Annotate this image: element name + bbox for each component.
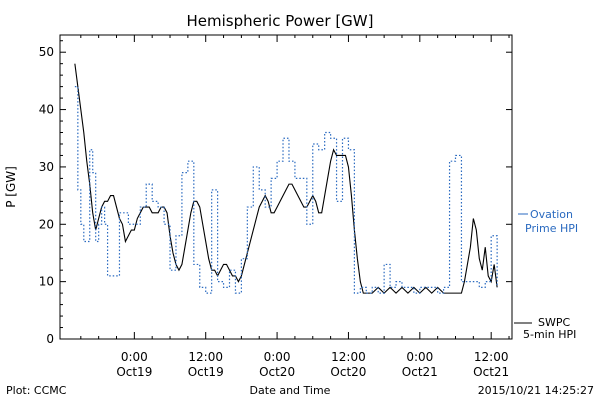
x-tick-date: Oct21 [402, 365, 438, 379]
chart-title: Hemispheric Power [GW] [187, 12, 374, 30]
x-tick-date: Oct20 [330, 365, 366, 379]
legend-ovation-label-2: Prime HPI [525, 222, 578, 235]
series-ovation-prime-line [74, 86, 498, 294]
x-tick-date: Oct21 [473, 365, 509, 379]
x-tick-time: 0:00 [406, 350, 433, 364]
legend-ovation-label-1: Ovation [530, 208, 573, 221]
x-tick-time: 12:00 [188, 350, 223, 364]
y-tick-label: 20 [39, 217, 54, 231]
legend-swpc-label-2: 5-min HPI [523, 328, 576, 341]
y-axis-ticks: 0 10 20 30 40 50 [39, 40, 512, 346]
series-swpc-line [74, 63, 498, 294]
x-tick-time: 0:00 [121, 350, 148, 364]
y-tick-label: 0 [46, 332, 54, 346]
legend-swpc-label-1: SWPC [538, 316, 570, 329]
x-tick-date: Oct20 [259, 365, 295, 379]
x-tick-time: 0:00 [264, 350, 291, 364]
y-tick-label: 30 [39, 160, 54, 174]
plot-frame [59, 34, 513, 340]
legend: Ovation Prime HPI SWPC 5-min HPI [514, 208, 578, 341]
x-axis-ticks: 0:00Oct1912:00Oct190:00Oct2012:00Oct200:… [80, 35, 510, 379]
timestamp: 2015/10/21 14:25:27 [478, 384, 594, 397]
x-tick-time: 12:00 [331, 350, 366, 364]
plot-credit: Plot: CCMC [6, 384, 67, 397]
series-layer [74, 63, 498, 294]
y-axis-label: P [GW] [4, 166, 18, 208]
y-tick-label: 10 [39, 275, 54, 289]
x-axis-label: Date and Time [250, 384, 331, 397]
x-tick-time: 12:00 [474, 350, 509, 364]
y-tick-label: 40 [39, 103, 54, 117]
x-tick-date: Oct19 [188, 365, 224, 379]
y-tick-label: 50 [39, 45, 54, 59]
x-tick-date: Oct19 [116, 365, 152, 379]
